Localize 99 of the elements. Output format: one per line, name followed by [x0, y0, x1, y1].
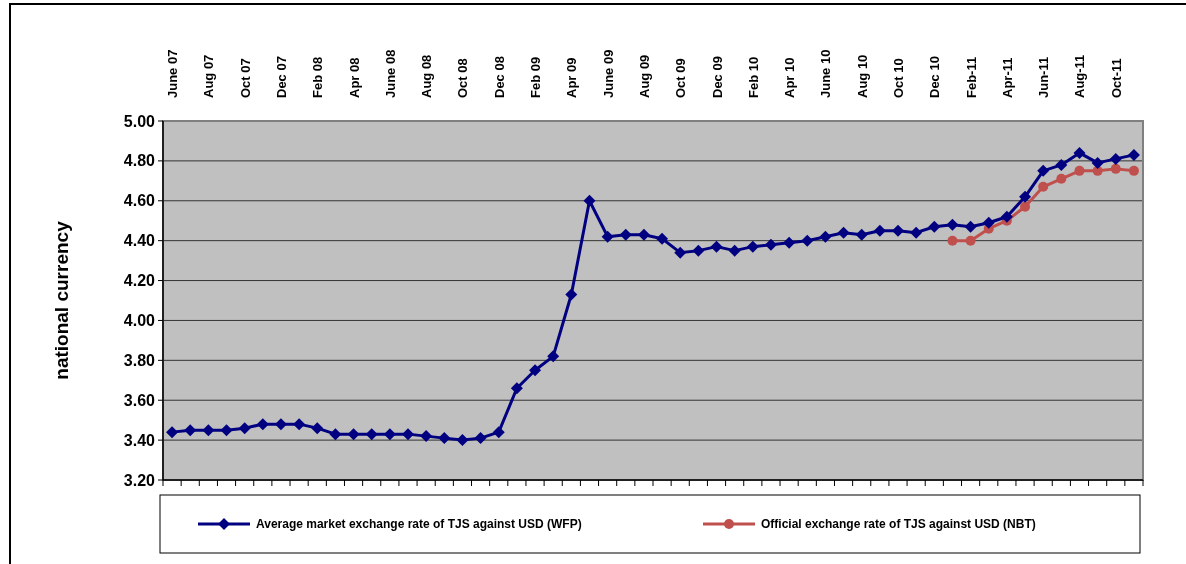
point [801, 234, 814, 247]
point [746, 240, 759, 253]
y-tick-label: 4.80 [123, 152, 156, 170]
point [1128, 165, 1139, 176]
point [837, 226, 850, 239]
x-tick-label: Oct 10 [891, 58, 906, 98]
point [1020, 201, 1031, 212]
x-tick-label: Aug 07 [201, 54, 217, 98]
point [1055, 158, 1068, 171]
point [1073, 146, 1086, 159]
point [1110, 163, 1121, 174]
point [873, 224, 886, 237]
point [402, 428, 414, 441]
point [947, 235, 958, 246]
point [347, 428, 360, 441]
x-tick-label: Apr-11 [999, 57, 1015, 98]
x-tick-label: Oct 08 [455, 58, 471, 98]
x-tick-label: Dec 10 [927, 56, 943, 98]
point [656, 232, 669, 245]
point [311, 422, 324, 435]
point [184, 424, 197, 437]
x-tick-label: June 07 [165, 49, 181, 98]
point [946, 218, 959, 231]
point [583, 194, 596, 207]
point [220, 424, 233, 437]
point [1127, 148, 1140, 161]
legend-label: Average market exchange rate of TJS against USD (WFP) [256, 517, 582, 532]
x-tick-label: Feb 09 [528, 56, 544, 98]
point [1074, 165, 1085, 176]
x-tick-label: Feb 10 [745, 56, 761, 98]
y-tick-label: 4.40 [123, 232, 156, 250]
y-tick-label: 3.40 [123, 431, 156, 449]
point [1109, 152, 1122, 165]
point [1091, 156, 1104, 169]
point [619, 228, 632, 241]
x-tick-label: Oct 07 [237, 58, 253, 98]
y-tick-label: 3.60 [123, 391, 156, 409]
point [892, 224, 904, 237]
point [855, 228, 868, 241]
point [928, 220, 941, 233]
x-tick-label: Apr 10 [782, 57, 798, 98]
x-tick-label: June 08 [382, 49, 398, 98]
point [365, 428, 378, 441]
point [329, 428, 342, 441]
point [1056, 173, 1067, 184]
point [238, 422, 251, 435]
x-tick-label: Oct-11 [1108, 58, 1124, 98]
point [474, 432, 487, 445]
x-tick-label: Apr 08 [346, 57, 362, 98]
x-tick-label: Aug-11 [1072, 54, 1088, 98]
y-tick-label: 3.20 [123, 471, 156, 489]
point [438, 432, 451, 445]
x-tick-label: June 10 [818, 49, 834, 98]
x-tick-label: Aug 08 [419, 54, 435, 98]
x-tick-label: Dec 08 [491, 56, 507, 98]
point [1000, 210, 1013, 223]
point [910, 226, 923, 239]
x-tick-label: Dec 07 [273, 56, 289, 98]
point [293, 418, 306, 431]
point [510, 382, 523, 395]
point [529, 364, 542, 377]
point [456, 434, 469, 447]
x-tick-label: Oct 09 [673, 58, 689, 98]
point [1038, 181, 1049, 192]
point [674, 246, 687, 259]
x-tick-label: Feb-11 [963, 56, 979, 98]
x-tick-label: Aug 10 [854, 54, 870, 98]
point [547, 350, 560, 363]
point [1037, 164, 1050, 177]
y-tick-label: 4.60 [123, 192, 156, 210]
point [1019, 190, 1032, 203]
point [420, 430, 433, 443]
point [819, 230, 832, 243]
point [601, 230, 614, 243]
point [166, 426, 179, 439]
point [692, 244, 705, 257]
point [492, 426, 505, 439]
point [965, 235, 976, 246]
x-tick-label: Feb 08 [310, 56, 326, 98]
x-tick-label: June 09 [600, 49, 616, 98]
point [565, 288, 578, 301]
point [202, 424, 215, 437]
y-axis-title: national currency [51, 220, 72, 380]
point [783, 236, 796, 249]
legend-label: Official exchange rate of TJS against USD (NBT) [761, 517, 1036, 532]
x-tick-label: Jun-11 [1036, 56, 1052, 98]
x-tick-label: Dec 09 [709, 56, 725, 98]
y-tick-label: 4.20 [123, 272, 156, 290]
y-tick-label: 3.80 [123, 351, 156, 369]
point [728, 244, 741, 257]
x-tick-label: Apr 09 [564, 57, 580, 98]
y-tick-label: 5.00 [123, 112, 156, 130]
y-tick-label: 4.00 [123, 312, 156, 330]
point [764, 238, 777, 251]
x-tick-label: Aug 09 [636, 54, 652, 98]
point [256, 418, 269, 431]
point [710, 240, 723, 253]
point [964, 220, 977, 233]
point [982, 216, 995, 229]
